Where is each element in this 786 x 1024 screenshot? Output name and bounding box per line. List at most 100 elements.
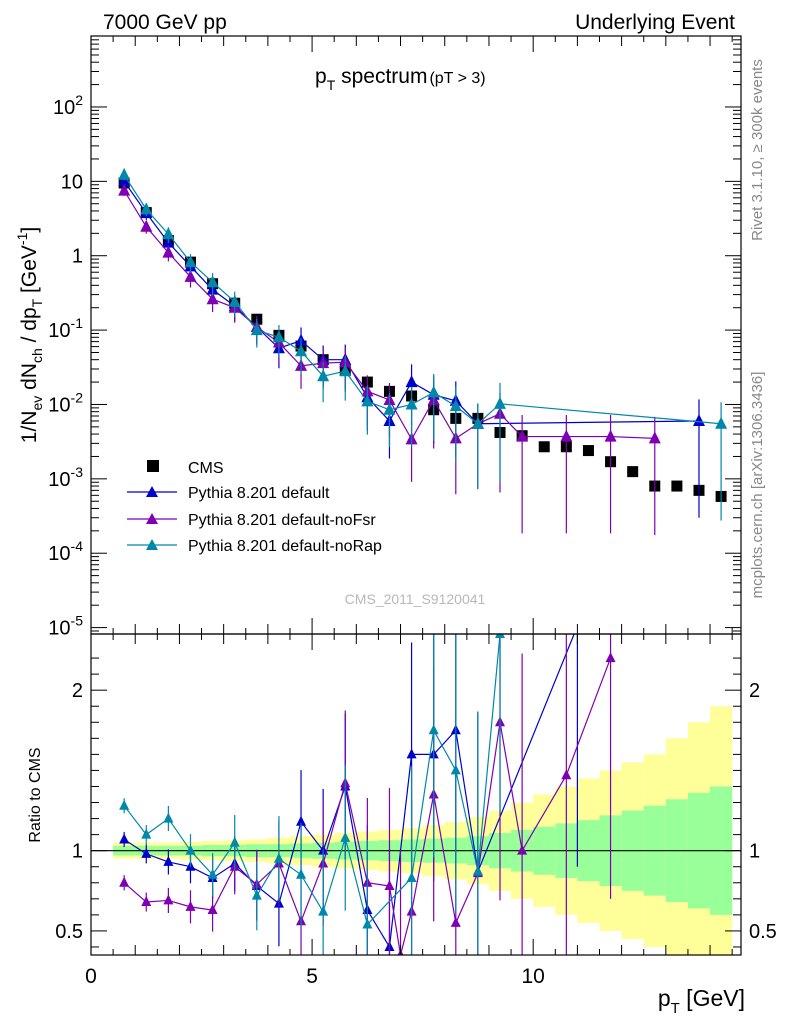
data-point-norap <box>494 396 507 409</box>
ratio-point-default <box>163 855 174 866</box>
upper-y-tick-label: 10 <box>61 171 83 193</box>
legend-label-default: Pythia 8.201 default <box>188 485 330 502</box>
ratio-point-norap <box>207 868 218 879</box>
ratio-point-norap <box>340 831 351 842</box>
legend-marker-nofsr <box>146 513 158 524</box>
data-point-cms <box>671 480 683 492</box>
data-point-default <box>118 174 131 187</box>
ratio-point-norap <box>406 871 417 882</box>
ratio-series-group <box>119 634 616 955</box>
ratio-point-nofsr <box>517 844 528 855</box>
data-point-norap <box>140 202 153 215</box>
ratio-point-nofsr <box>163 894 174 905</box>
data-point-norap <box>272 330 285 343</box>
ratio-point-norap <box>229 836 240 847</box>
chart-title: pT spectrum (pT > 3) <box>315 65 486 93</box>
data-point-norap <box>449 399 462 412</box>
ratio-point-norap <box>428 724 439 735</box>
data-point-norap <box>118 167 131 180</box>
ratio-point-default <box>119 833 130 844</box>
ratio-point-norap <box>472 865 483 876</box>
upper-y-tick-label: 10-5 <box>48 613 83 640</box>
ratio-point-norap <box>296 868 307 879</box>
x-tick-label: 10 <box>521 965 544 988</box>
ratio-point-nofsr <box>561 769 572 780</box>
ratio-line-nofsr <box>123 657 612 955</box>
data-point-nofsr <box>648 431 661 444</box>
data-point-default <box>405 375 418 388</box>
ratio-point-norap <box>163 812 174 823</box>
legend-marker-default <box>146 486 158 497</box>
upper-y-tick-label: 1 <box>72 246 83 268</box>
ratio-point-norap <box>119 799 130 810</box>
data-point-norap <box>405 397 418 410</box>
ratio-point-default <box>296 815 307 826</box>
ratio-line-default <box>123 634 575 949</box>
upper-y-axis-label: 1/Nev dNch / dpT [GeV-1] <box>14 227 45 443</box>
ratio-y-tick-label-right: 2 <box>749 680 760 702</box>
data-point-nofsr <box>140 219 153 232</box>
data-point-norap <box>162 227 175 240</box>
upper-y-tick-label: 10-4 <box>48 538 83 565</box>
legend-marker-cms <box>147 460 159 472</box>
upper-y-tick-label: 102 <box>53 92 83 119</box>
mcplots-label: mcplots.cern.ch [arXiv:1306.3436] <box>749 372 766 599</box>
data-point-norap <box>427 385 440 398</box>
data-point-norap <box>383 402 396 415</box>
x-tick-label: 0 <box>85 965 97 988</box>
data-point-nofsr <box>118 183 131 196</box>
header-right: Underlying Event <box>575 11 735 34</box>
data-point-nofsr <box>604 429 617 442</box>
ratio-point-nofsr <box>119 876 130 887</box>
data-point-cms <box>538 441 550 453</box>
data-point-cms <box>627 466 639 478</box>
ratio-y-axis-label: Ratio to CMS <box>27 747 44 842</box>
data-point-norap <box>471 416 484 429</box>
ratio-point-nofsr <box>141 896 152 907</box>
ratio-point-norap <box>362 918 373 929</box>
ratio-y-tick-label-right: 1 <box>749 841 760 863</box>
legend: CMS Pythia 8.201 default Pythia 8.201 de… <box>127 460 382 555</box>
ratio-point-norap <box>273 852 284 863</box>
ratio-point-norap <box>141 828 152 839</box>
data-point-norap <box>715 416 728 429</box>
svg-text:1/Nev dNch / dpT [GeV-1]: 1/Nev dNch / dpT [GeV-1] <box>14 227 45 443</box>
legend-label-cms: CMS <box>188 460 224 477</box>
data-point-norap <box>361 394 374 407</box>
ratio-point-norap <box>185 844 196 855</box>
ratio-point-norap <box>495 634 506 638</box>
data-point-norap <box>206 275 219 288</box>
x-axis-label: pT [GeV] <box>658 985 745 1017</box>
data-point-nofsr <box>560 429 573 442</box>
ratio-point-nofsr <box>384 879 395 890</box>
x-tick-label: 5 <box>306 965 318 988</box>
ratio-band <box>113 706 733 955</box>
legend-label-nofsr: Pythia 8.201 default-noFsr <box>188 512 376 529</box>
data-point-nofsr <box>162 245 175 258</box>
ratio-point-default <box>141 847 152 858</box>
upper-y-tick-label: 10-2 <box>48 389 83 416</box>
series-line-nofsr <box>123 190 655 441</box>
data-point-norap <box>295 344 308 357</box>
ratio-point-nofsr <box>207 904 218 915</box>
ratio-line-norap <box>123 634 501 926</box>
ratio-point-nofsr <box>605 652 616 663</box>
data-point-norap <box>250 323 263 336</box>
upper-series-group <box>118 167 728 536</box>
data-point-default <box>692 413 705 426</box>
ratio-y-tick-label: 0.5 <box>55 921 83 943</box>
ratio-y-tick-label-right: 0.5 <box>749 921 777 943</box>
upper-y-tick-label: 10-1 <box>48 315 83 342</box>
rivet-version-label: Rivet 3.1.10, ≥ 300k events <box>749 59 766 241</box>
ratio-y-tick-label: 1 <box>72 841 83 863</box>
ratio-y-tick-label: 2 <box>72 680 83 702</box>
ratio-point-norap <box>251 889 262 900</box>
ratio-point-norap <box>450 764 461 775</box>
legend-label-norap: Pythia 8.201 default-noRap <box>188 538 382 555</box>
data-point-nofsr <box>206 292 219 305</box>
ratio-point-nofsr <box>185 900 196 911</box>
data-point-norap <box>317 369 330 382</box>
ratio-point-nofsr <box>450 916 461 927</box>
header-left: 7000 GeV pp <box>103 11 227 34</box>
